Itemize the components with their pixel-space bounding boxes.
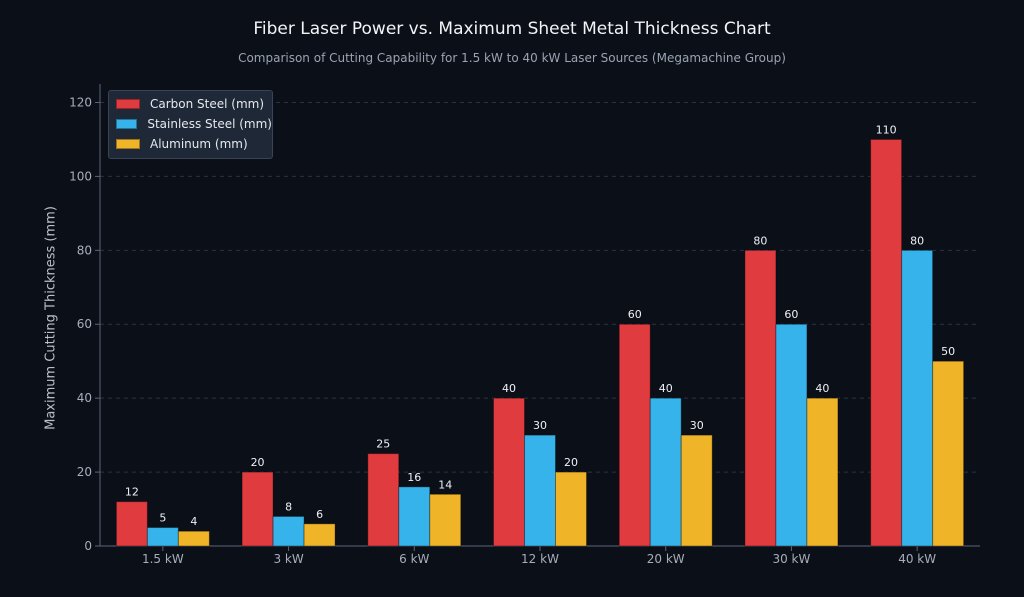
bar: [177, 530, 210, 547]
bar-value-label: 110: [876, 123, 897, 136]
legend-swatch: [116, 119, 138, 129]
bar: [901, 249, 934, 547]
bar-value-label: 40: [659, 382, 673, 395]
bar-value-label: 60: [784, 308, 798, 321]
bar: [303, 523, 336, 547]
bar-value-label: 50: [941, 345, 955, 358]
bar: [146, 527, 179, 547]
bar: [398, 486, 431, 547]
y-tick-label: 60: [77, 317, 92, 331]
x-tick-label: 12 kW: [521, 552, 559, 566]
legend-item: Aluminum (mm): [109, 134, 272, 154]
x-tick-label: 30 kW: [772, 552, 810, 566]
bar: [367, 453, 400, 547]
bar-value-label: 16: [407, 471, 421, 484]
bar-value-label: 80: [910, 234, 924, 247]
y-tick-label: 20: [77, 465, 92, 479]
x-tick-label: 6 kW: [399, 552, 429, 566]
bar-value-label: 20: [251, 456, 265, 469]
bar-value-label: 12: [125, 486, 139, 499]
x-tick-label: 3 kW: [273, 552, 303, 566]
x-tick-label: 1.5 kW: [142, 552, 184, 566]
bar-value-label: 20: [564, 456, 578, 469]
bar: [272, 515, 305, 547]
bar: [932, 360, 965, 547]
bar-value-label: 30: [690, 419, 704, 432]
bar-value-label: 14: [438, 478, 452, 491]
bar-value-label: 60: [628, 308, 642, 321]
bar: [241, 471, 274, 547]
bar: [115, 501, 148, 547]
bar-value-label: 6: [316, 508, 323, 521]
bar-value-label: 8: [285, 500, 292, 513]
y-tick-label: 0: [84, 539, 92, 553]
bar-value-label: 4: [190, 515, 197, 528]
bar: [429, 493, 462, 547]
y-tick-label: 40: [77, 391, 92, 405]
legend-label: Aluminum (mm): [150, 137, 248, 151]
bar: [775, 323, 808, 547]
y-tick-label: 120: [69, 95, 92, 109]
legend-label: Stainless Steel (mm): [147, 117, 272, 131]
bar: [806, 397, 839, 547]
bar-value-label: 5: [159, 512, 166, 525]
y-tick-label: 100: [69, 169, 92, 183]
legend-swatch: [116, 139, 140, 149]
legend-label: Carbon Steel (mm): [150, 97, 265, 111]
bar-value-label: 80: [753, 234, 767, 247]
x-tick-label: 20 kW: [647, 552, 685, 566]
bar: [618, 323, 651, 547]
chart-subtitle: Comparison of Cutting Capability for 1.5…: [238, 51, 786, 65]
bar: [493, 397, 525, 547]
bar-value-label: 40: [502, 382, 516, 395]
legend-item: Stainless Steel (mm): [109, 114, 272, 134]
x-tick-label: 40 kW: [898, 552, 936, 566]
bar: [524, 434, 556, 547]
legend-swatch: [116, 99, 140, 109]
bar: [649, 397, 682, 547]
legend-item: Carbon Steel (mm): [109, 94, 272, 114]
bar-value-label: 25: [376, 438, 390, 451]
bar: [555, 471, 587, 547]
bar: [744, 249, 777, 547]
bar: [680, 434, 713, 547]
chart-title: Fiber Laser Power vs. Maximum Sheet Meta…: [253, 19, 771, 39]
chart-legend: Carbon Steel (mm) Stainless Steel (mm) Alu…: [108, 90, 273, 159]
bar-value-label: 40: [815, 382, 829, 395]
bar-value-label: 30: [533, 419, 547, 432]
bar: [870, 138, 903, 547]
y-tick-label: 80: [77, 243, 92, 257]
